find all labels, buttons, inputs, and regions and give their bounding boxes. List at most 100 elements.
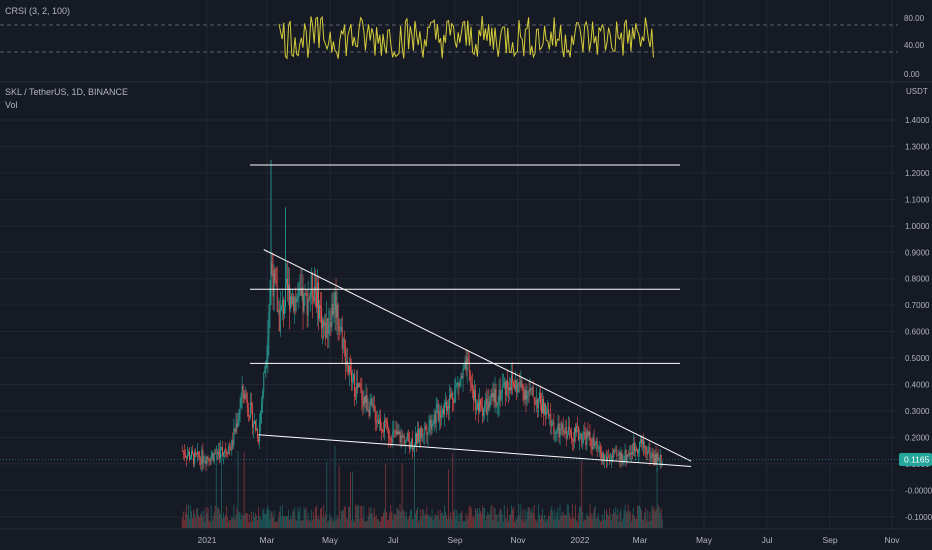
price-axis-unit[interactable]: USDT [906,87,928,96]
volume-bar [263,508,265,528]
crsi-tick-80: 80.00 [904,14,925,23]
candle [387,417,389,433]
candle [363,389,365,414]
volume-bar [192,517,193,528]
candle [557,414,559,434]
candle [323,318,325,340]
volume-bar [565,515,567,528]
volume-label[interactable]: Vol [5,100,18,110]
volume-bar [612,513,614,528]
volume-bar [483,507,485,528]
volume-bar [471,517,473,528]
volume-bar [415,513,416,528]
volume-bar [457,514,459,528]
candle [208,458,210,467]
crsi-label[interactable]: CRSI (3, 2, 100) [5,6,70,16]
candle [554,429,556,443]
candle [185,456,187,467]
volume-bar [482,505,484,528]
candle [627,450,629,458]
volume-bar [218,510,220,528]
volume-bar [276,521,278,528]
candle [629,444,631,461]
candle [527,389,529,404]
candle [510,378,511,394]
volume-bar [629,511,631,528]
volume-bar [334,445,336,528]
candle [349,357,350,387]
volume-bar [186,514,188,528]
volume-bar [384,509,386,528]
candle [186,446,188,460]
candle [408,431,410,454]
time-axis[interactable]: 2021 Mar May Jul Sep Nov 2022 Mar May Ju… [198,535,901,545]
candle [222,440,223,457]
volume-bar [189,519,190,528]
candle [501,373,503,406]
volume-bar [512,509,514,528]
volume-bar [549,516,551,528]
time-tick-2021: 2021 [198,535,217,545]
candle [549,413,551,426]
candle [601,451,603,465]
volume-bar [417,506,419,528]
volume-bar [436,515,438,528]
volume-bar [199,517,201,528]
candle [341,316,343,364]
candle [259,413,261,450]
volume-bar [645,508,647,528]
trendline-0[interactable] [263,249,692,462]
price-tick-6: 0.8000 [905,275,930,284]
volume-bar [271,512,273,528]
candle [357,369,359,394]
volume-bar [611,520,613,528]
time-tick-mar-2022: Mar [633,535,648,545]
volume-bar [431,508,433,528]
volume-bar [210,505,212,528]
candle [522,384,524,402]
volume-bar [503,505,505,528]
candle [514,378,516,391]
candle [535,387,537,413]
volume-bar [537,504,539,528]
candle [238,409,240,427]
volume-bar [603,509,605,528]
candle [620,446,622,467]
volume-bar [654,511,656,528]
trendline-1[interactable] [258,434,692,468]
symbol-title[interactable]: SKL / TetherUS, 1D, BINANCE [5,87,128,97]
candle [642,435,644,452]
volume-bar [478,513,479,528]
candle [483,407,485,422]
volume-bar [507,521,509,528]
volume-bar [241,513,243,528]
candle [342,336,344,354]
candle [622,453,624,465]
candle [358,382,360,388]
volume-bar [347,506,349,528]
candle [207,454,209,462]
volume-bar [509,515,510,528]
candle [280,304,282,312]
candle [304,283,306,306]
candle [364,395,366,409]
volume-bar [277,517,279,528]
volume-bar [593,507,595,528]
candle [406,431,408,441]
candle [183,444,185,462]
volume-bar [639,505,640,528]
candle [457,375,459,395]
volume-bar [588,516,590,528]
candle [434,410,436,429]
candle [625,448,627,467]
crsi-pane: CRSI (3, 2, 100) 80.00 40.00 0.00 [0,6,925,79]
volume-bar [328,520,330,528]
volume-bar [200,514,202,528]
volume-bar [313,518,315,528]
volume-bar [451,519,453,528]
volume-bar [227,517,229,528]
candle [362,391,364,416]
candle [374,405,376,432]
candle [433,408,435,432]
